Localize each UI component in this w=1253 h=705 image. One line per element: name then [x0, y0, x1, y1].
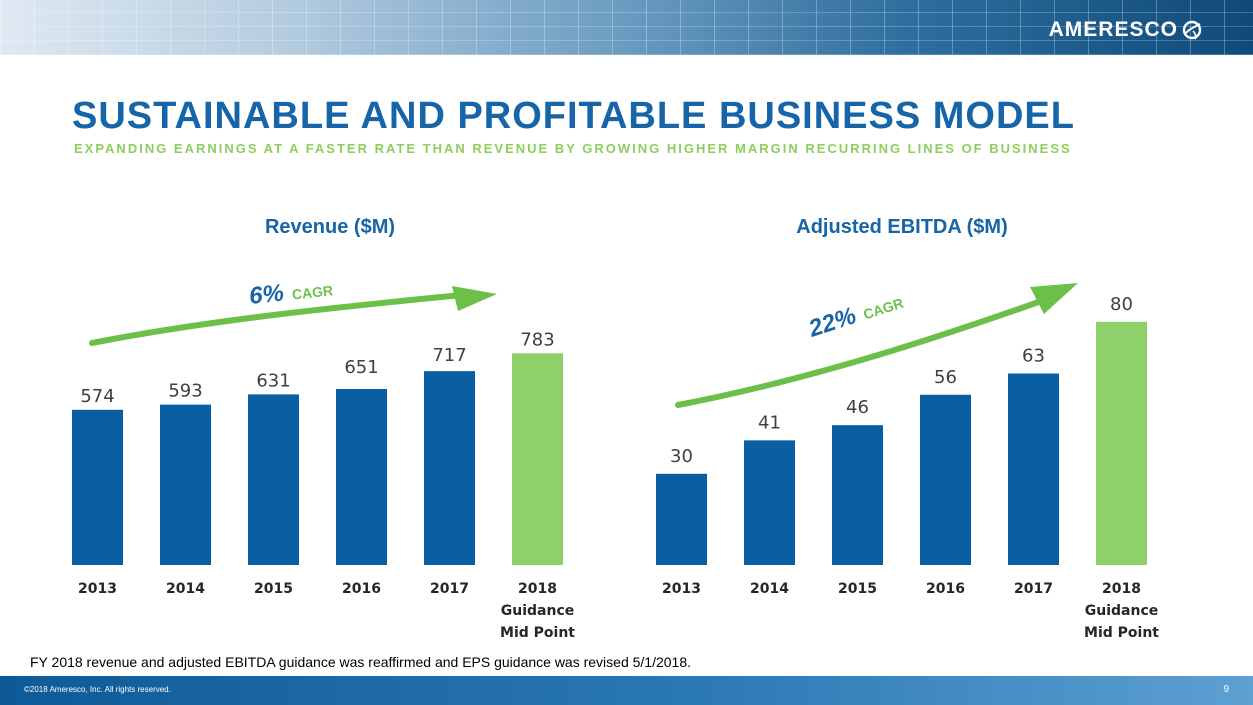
revenue-chart: 574 2013 593 2014 631 2015 651 2016 717 2017 783 20… [72, 274, 575, 641]
revenue-category-label: Mid Point [500, 625, 575, 641]
ebitda-value-label: 41 [758, 412, 781, 433]
slide-subtitle: EXPANDING EARNINGS AT A FASTER RATE THAN… [74, 141, 1072, 156]
ebitda-category-label: Mid Point [1084, 625, 1159, 641]
ebitda-category-label: 2017 [1014, 581, 1053, 597]
ebitda-bar [920, 394, 971, 565]
ebitda-bar [1096, 321, 1147, 565]
revenue-value-label: 631 [256, 370, 290, 391]
slide-title: SUSTAINABLE AND PROFITABLE BUSINESS MODE… [72, 95, 1075, 137]
ebitda-category-label: 2018 [1102, 581, 1141, 597]
revenue-category-label: 2013 [78, 581, 117, 597]
revenue-growth-arrowhead [452, 286, 497, 311]
revenue-category-label: 2015 [254, 581, 293, 597]
revenue-value-label: 651 [344, 357, 378, 378]
header-building-pattern [0, 0, 1253, 55]
revenue-growth-arrow [89, 291, 475, 346]
revenue-cagr-value: 6% [248, 279, 285, 309]
company-logo: AMERESCO [1049, 18, 1203, 42]
revenue-bar [336, 388, 387, 565]
revenue-category-label: 2016 [342, 581, 381, 597]
revenue-bar [72, 409, 123, 565]
ebitda-growth-arrow [675, 295, 1053, 408]
ebitda-bar [1008, 373, 1059, 565]
revenue-category-label: Guidance [501, 603, 575, 619]
revenue-value-label: 717 [432, 345, 466, 366]
copyright-text: ©2018 Ameresco, Inc. All rights reserved… [24, 685, 171, 694]
ebitda-value-label: 56 [934, 367, 957, 388]
ebitda-chart-title: Adjusted EBITDA ($M) [796, 216, 1008, 238]
ebitda-category-label: 2016 [926, 581, 965, 597]
ebitda-chart: 30 2013 41 2014 46 2015 56 2016 63 2017 80 2018 Guid… [656, 283, 1159, 641]
ebitda-bar [832, 425, 883, 565]
revenue-value-label: 593 [168, 381, 202, 402]
ebitda-cagr-annotation: 22% CAGR [805, 287, 907, 343]
revenue-bar [512, 353, 563, 565]
page-number: 9 [1223, 684, 1229, 695]
revenue-cagr-annotation: 6% CAGR [248, 274, 334, 310]
footnote: FY 2018 revenue and adjusted EBITDA guid… [30, 654, 692, 670]
ebitda-value-label: 30 [670, 446, 693, 467]
ebitda-cagr-value: 22% [805, 302, 860, 343]
header-banner: AMERESCO [0, 0, 1253, 55]
revenue-cagr-label: CAGR [291, 282, 334, 302]
revenue-category-label: 2017 [430, 581, 469, 597]
revenue-bar [160, 404, 211, 565]
revenue-value-label: 783 [520, 329, 554, 350]
revenue-chart-title: Revenue ($M) [264, 216, 396, 238]
revenue-category-label: 2014 [166, 581, 205, 597]
ebitda-value-label: 63 [1022, 345, 1045, 366]
ebitda-category-label: 2015 [838, 581, 877, 597]
ebitda-value-label: 80 [1110, 294, 1133, 315]
ebitda-bar [656, 473, 707, 565]
globe-leaf-icon [1182, 20, 1202, 40]
ebitda-category-label: 2014 [750, 581, 789, 597]
revenue-bar [248, 394, 299, 565]
logo-text: AMERESCO [1048, 18, 1178, 41]
revenue-bar [424, 371, 475, 565]
revenue-value-label: 574 [80, 386, 114, 407]
ebitda-growth-arrowhead [1030, 283, 1078, 314]
ebitda-cagr-label: CAGR [861, 295, 905, 323]
footer-bar: ©2018 Ameresco, Inc. All rights reserved… [0, 676, 1253, 705]
ebitda-category-label: Guidance [1085, 603, 1159, 619]
ebitda-category-label: 2013 [662, 581, 701, 597]
revenue-category-label: 2018 [518, 581, 557, 597]
ebitda-value-label: 46 [846, 397, 869, 418]
ebitda-bar [744, 440, 795, 565]
